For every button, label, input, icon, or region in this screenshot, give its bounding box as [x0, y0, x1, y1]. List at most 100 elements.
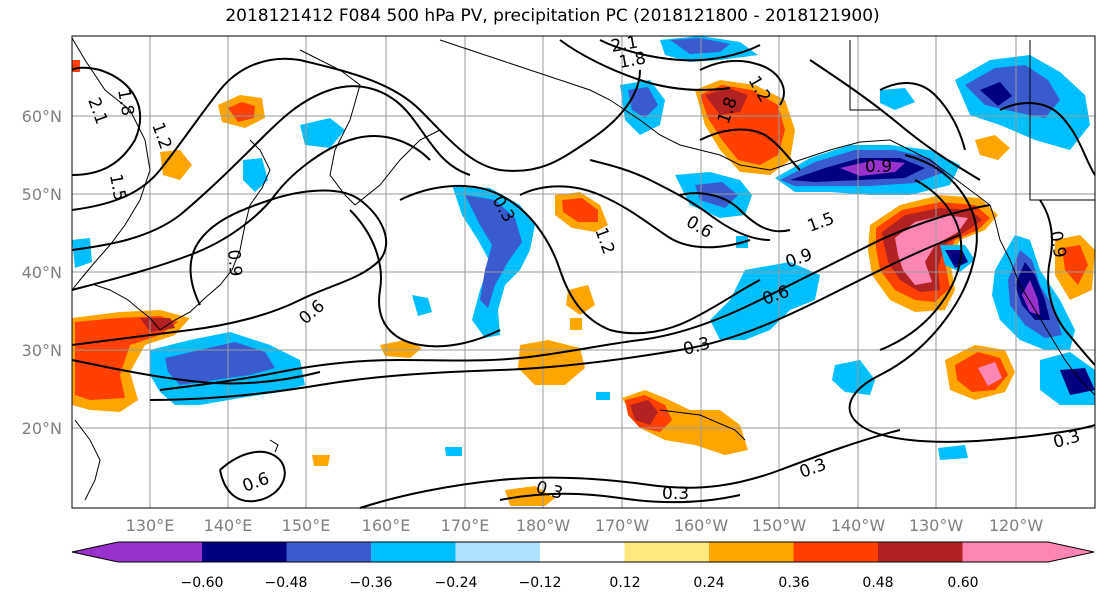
contour-label: 0.3: [1051, 427, 1082, 453]
precip-anomaly-positive: [978, 362, 1002, 386]
colorbar-tick-label: −0.36: [350, 575, 393, 591]
colorbar-segment: [962, 542, 1048, 562]
contour-label: 2.1: [83, 95, 111, 127]
precip-anomaly-positive: [380, 340, 422, 358]
contour-label: 0.3: [797, 455, 829, 483]
precip-anomaly-positive: [566, 285, 595, 315]
precip-anomaly-negative: [710, 262, 820, 340]
precip-anomaly-negative: [465, 195, 522, 308]
lon-label: 160°E: [362, 516, 411, 535]
contour-label: 1.2: [590, 225, 618, 257]
precip-anomaly-negative: [980, 82, 1012, 106]
precip-anomaly-positive: [562, 198, 598, 222]
contour-label: 2.1: [609, 33, 639, 57]
precip-anomaly-positive: [228, 102, 255, 122]
colorbar-outline: [71, 541, 1095, 563]
colorbar: [71, 541, 1095, 563]
precip-anomaly-negative: [965, 65, 1060, 118]
lon-label: 150°E: [282, 516, 331, 535]
colorbar-tick-label: 0.60: [947, 575, 978, 591]
precip-anomaly-negative: [445, 447, 462, 456]
precip-anomaly-positive: [160, 150, 192, 180]
colorbar-tick-label: −0.12: [519, 575, 562, 591]
colorbar-tick-label: −0.24: [435, 575, 478, 591]
contour-label: 0.9: [865, 157, 892, 177]
colorbar-segment: [878, 542, 963, 562]
colorbar-tick-label: 0.48: [862, 575, 893, 591]
lat-label: 50°N: [22, 185, 62, 204]
precip-anomaly-negative: [412, 295, 432, 316]
colorbar-tick-label: −0.48: [265, 575, 308, 591]
lat-label: 40°N: [22, 263, 62, 282]
lat-label: 60°N: [22, 107, 62, 126]
colorbar-extend-max: [1048, 542, 1094, 562]
precip-anomaly-positive: [705, 88, 748, 115]
contour-label: 0.9: [223, 249, 245, 278]
lat-label: 30°N: [22, 341, 62, 360]
colorbar-segment: [793, 542, 879, 562]
colorbar-extend-min: [72, 542, 118, 562]
lon-label: 160°W: [674, 516, 729, 535]
colorbar-tick-labels: −0.60 −0.48 −0.36 −0.24 −0.12 0.12 0.24 …: [181, 575, 979, 591]
contour-label: 0.3: [662, 484, 689, 504]
precip-anomaly-negative: [880, 88, 915, 110]
contour-label: 1.8: [113, 87, 137, 117]
precip-anomaly-positive: [1062, 245, 1088, 285]
precip-anomaly-negative: [1022, 280, 1040, 315]
latitude-labels: 60°N 50°N 40°N 30°N 20°N: [22, 107, 62, 438]
map-frame: [71, 35, 1096, 509]
precip-anomaly-negative: [840, 160, 905, 176]
precip-anomaly-positive: [518, 340, 585, 385]
precip-anomaly-negative: [165, 342, 275, 385]
colorbar-segment: [286, 542, 372, 562]
precip-anomaly-positive: [75, 316, 178, 400]
longitude-labels: 130°E 140°E 150°E 160°E 170°E 180°W 170°…: [126, 516, 1044, 535]
precip-anomaly-negative: [832, 360, 875, 395]
colorbar-tick-label: −0.60: [181, 575, 224, 591]
lon-label: 120°W: [989, 516, 1044, 535]
precip-anomaly-negative: [243, 158, 268, 192]
precip-anomaly-positive: [895, 215, 968, 285]
contour-label: 1.5: [105, 172, 129, 202]
lat-label: 20°N: [22, 419, 62, 438]
precip-anomaly-negative: [938, 445, 968, 460]
precip-anomaly-negative: [945, 250, 968, 268]
precip-anomaly-negative: [300, 118, 345, 148]
precip-anomaly-negative: [628, 87, 658, 118]
precip-anomaly-positive: [975, 135, 1010, 160]
contour-label: 0.6: [240, 469, 272, 497]
precip-anomaly-negative: [1060, 368, 1095, 395]
graticule: [72, 36, 1095, 508]
lon-label: 140°W: [831, 516, 886, 535]
lon-label: 150°W: [752, 516, 807, 535]
lon-label: 130°E: [126, 516, 175, 535]
contour-label: 0.6: [295, 296, 329, 329]
contour-label: 1.8: [617, 49, 647, 73]
precip-anomaly-positive: [630, 400, 658, 425]
contour-label: 1.2: [147, 120, 175, 152]
lon-label: 170°E: [441, 516, 490, 535]
lon-label: 130°W: [909, 516, 964, 535]
colorbar-tick-label: 0.24: [693, 575, 724, 591]
precip-anomaly-negative: [596, 392, 610, 400]
precip-anomaly-positive: [312, 455, 330, 466]
precip-shading: [72, 36, 1095, 506]
lon-label: 180°W: [516, 516, 571, 535]
map-title: 2018121412 F084 500 hPa PV, precipitatio…: [225, 6, 880, 26]
colorbar-segment: [624, 542, 710, 562]
contour-label: 1.5: [805, 209, 837, 237]
colorbar-segment: [371, 542, 456, 562]
colorbar-segment: [540, 542, 625, 562]
colorbar-segment: [202, 542, 287, 562]
contour-label: 0.9: [1045, 229, 1069, 259]
colorbar-tick-label: 0.36: [778, 575, 809, 591]
precip-anomaly-negative: [72, 238, 92, 268]
contour-label: 0.9: [783, 245, 815, 273]
colorbar-segment: [455, 542, 541, 562]
lon-label: 140°E: [204, 516, 253, 535]
precip-anomaly-positive: [570, 318, 582, 330]
colorbar-segment: [709, 542, 794, 562]
colorbar-tick-label: 0.12: [609, 575, 640, 591]
pv-contours: [71, 39, 1096, 509]
